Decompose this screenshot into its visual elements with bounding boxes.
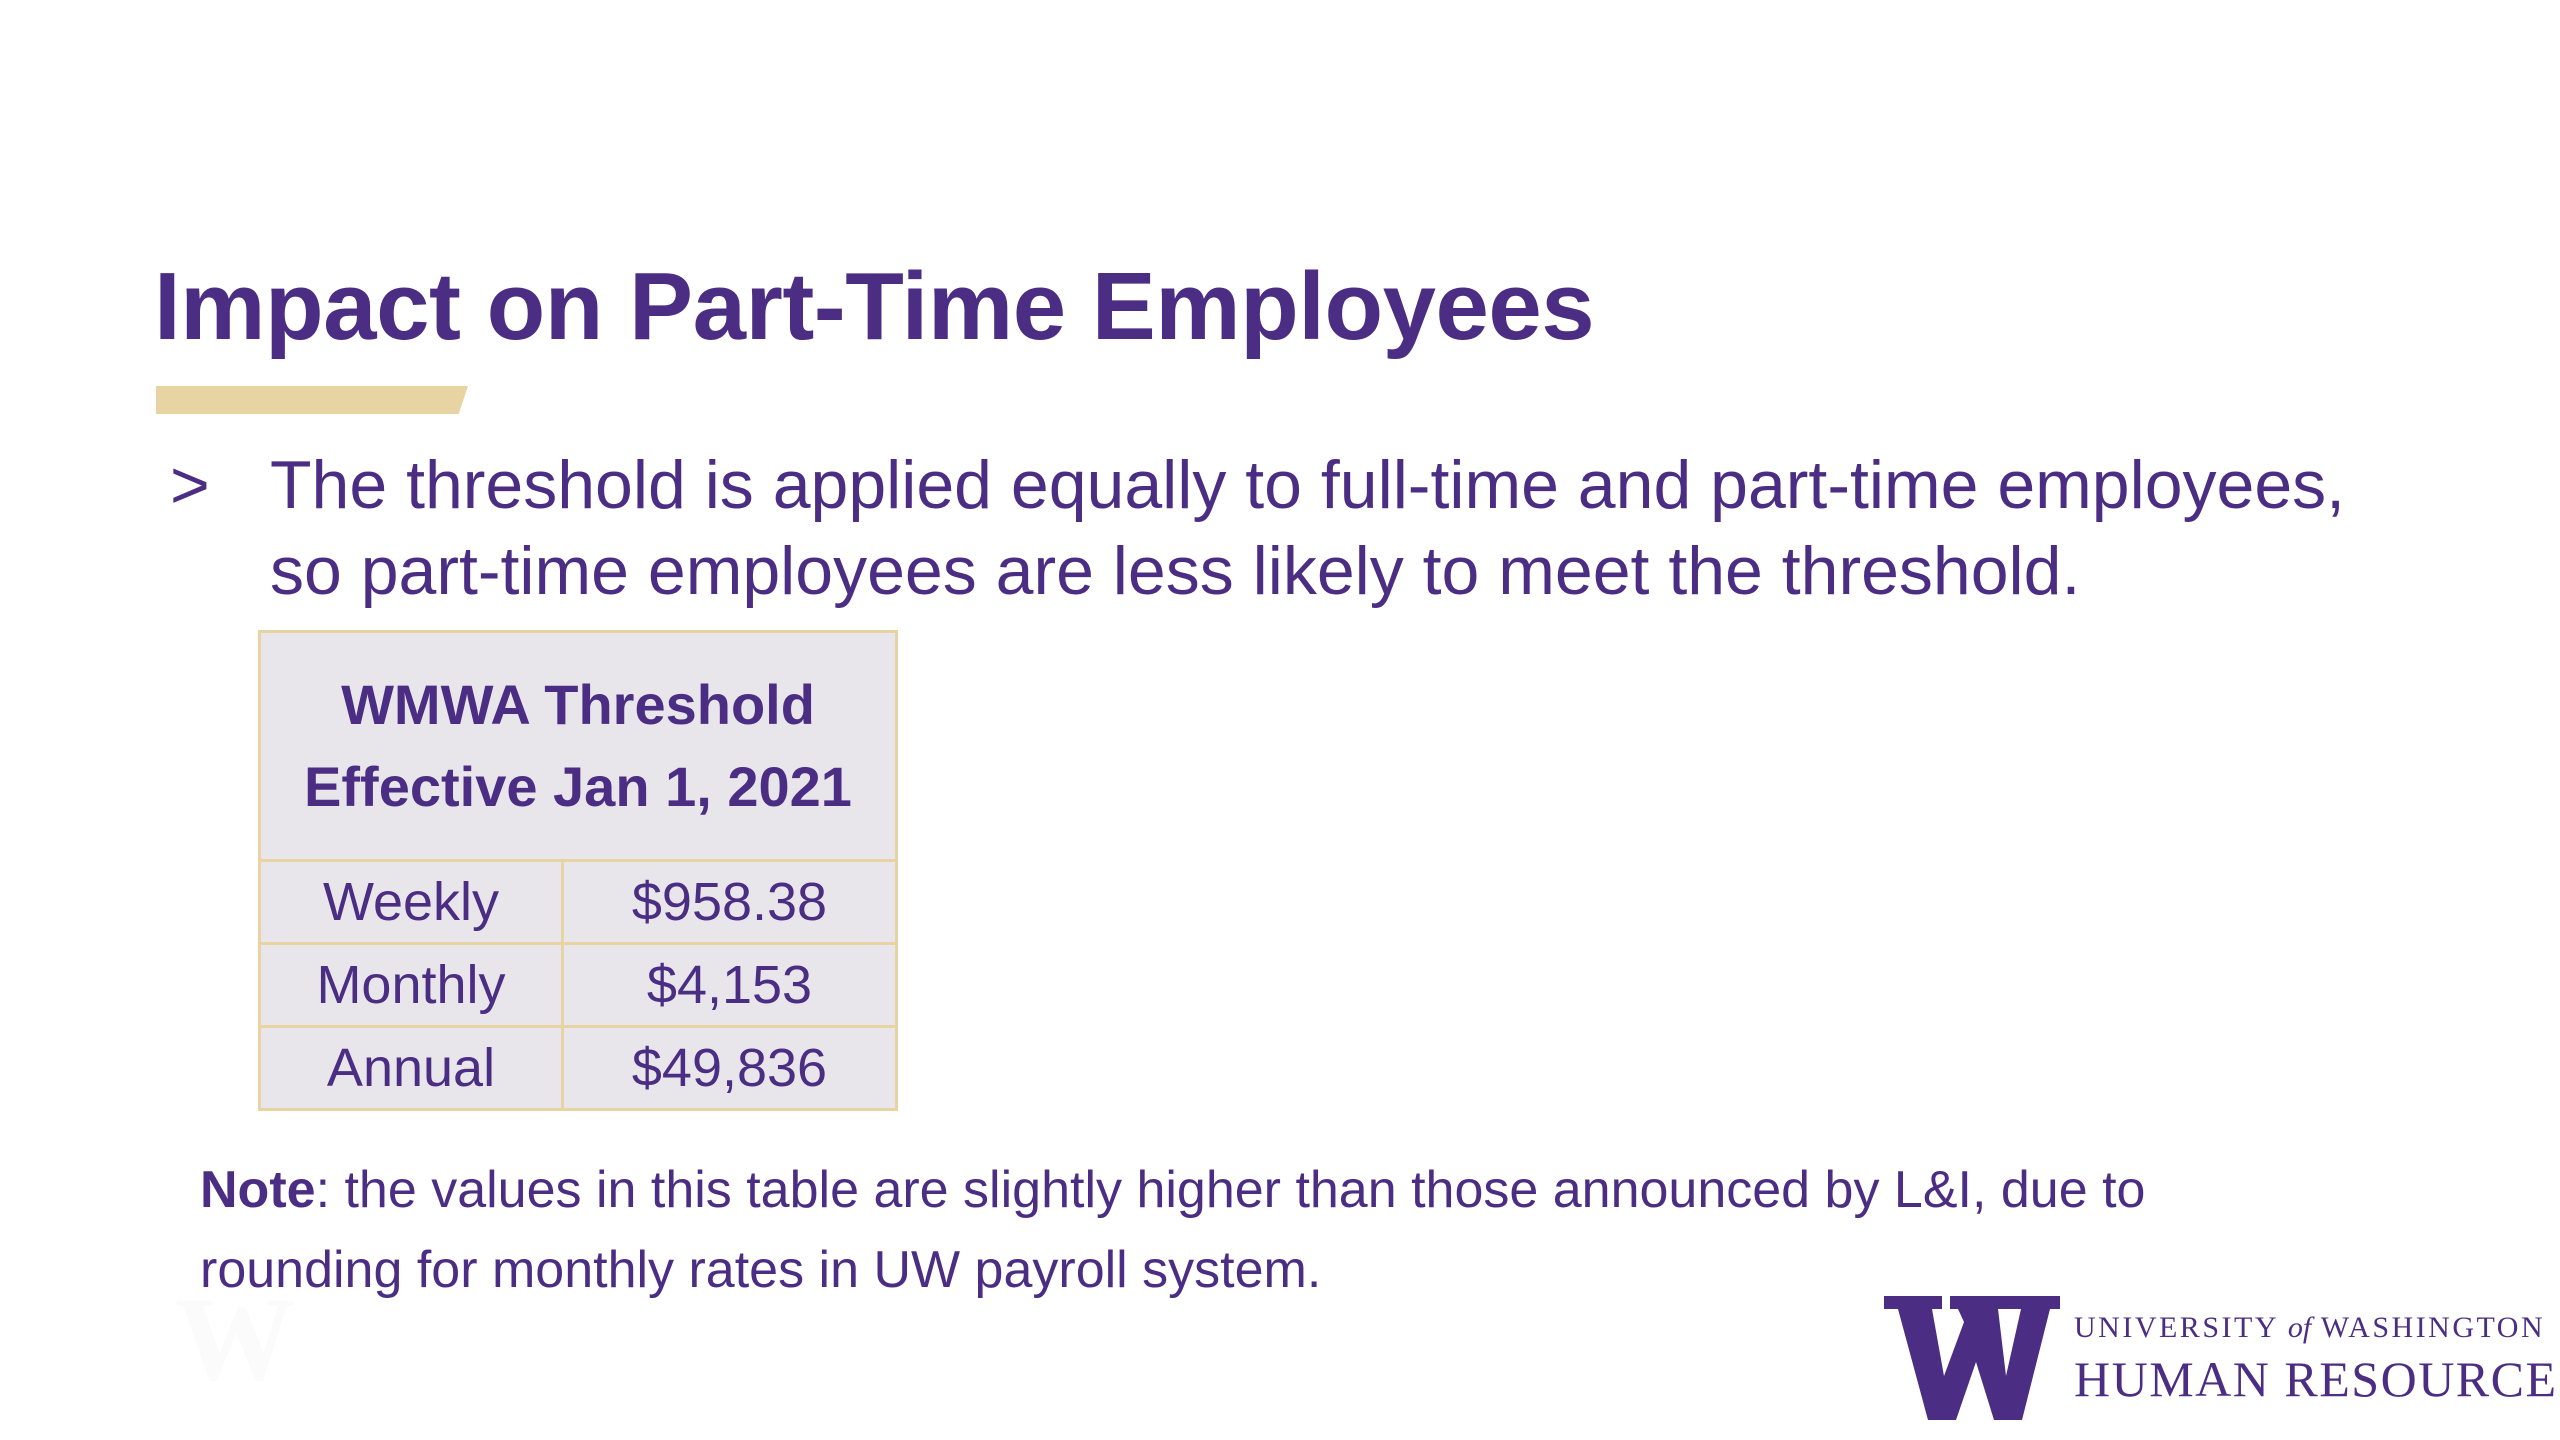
row-label-annual: Annual bbox=[258, 1025, 564, 1111]
table-header-line2: Effective Jan 1, 2021 bbox=[304, 755, 852, 818]
uw-hr-logo: UNIVERSITY of WASHINGTON HUMAN RESOURCES bbox=[1884, 1296, 2560, 1420]
logo-university-line: UNIVERSITY of WASHINGTON bbox=[2074, 1311, 2546, 1344]
table-row: Weekly $958.38 bbox=[258, 859, 898, 945]
table-header-row: WMWA Threshold Effective Jan 1, 2021 bbox=[259, 631, 897, 862]
row-label-weekly: Weekly bbox=[258, 859, 564, 945]
bullet-text: The threshold is applied equally to full… bbox=[270, 447, 2346, 609]
table-header-line1: WMWA Threshold bbox=[341, 673, 815, 736]
note-text: Note: the values in this table are sligh… bbox=[200, 1150, 2350, 1310]
bullet-item: > The threshold is applied equally to fu… bbox=[170, 442, 2410, 632]
note-label: Note bbox=[200, 1161, 316, 1219]
logo-text: UNIVERSITY of WASHINGTON HUMAN RESOURCES bbox=[2074, 1310, 2560, 1408]
row-value-annual: $49,836 bbox=[561, 1025, 898, 1111]
table-row: Annual $49,836 bbox=[258, 1025, 898, 1111]
table-header: WMWA Threshold Effective Jan 1, 2021 bbox=[259, 631, 897, 862]
row-value-weekly: $958.38 bbox=[561, 859, 898, 945]
row-label-monthly: Monthly bbox=[258, 942, 564, 1028]
logo-department-line: HUMAN RESOURCES bbox=[2074, 1351, 2560, 1407]
watermark-logo: W bbox=[175, 1272, 295, 1405]
uw-w-logo-icon bbox=[1884, 1296, 2060, 1420]
bullet-marker: > bbox=[170, 447, 210, 523]
note-body: : the values in this table are slightly … bbox=[200, 1161, 2146, 1299]
title-underline bbox=[156, 386, 468, 414]
table-row: Monthly $4,153 bbox=[258, 942, 898, 1028]
row-value-monthly: $4,153 bbox=[561, 942, 898, 1028]
threshold-table: WMWA Threshold Effective Jan 1, 2021 Wee… bbox=[258, 630, 898, 1111]
slide-title: Impact on Part-Time Employees bbox=[154, 253, 1595, 360]
